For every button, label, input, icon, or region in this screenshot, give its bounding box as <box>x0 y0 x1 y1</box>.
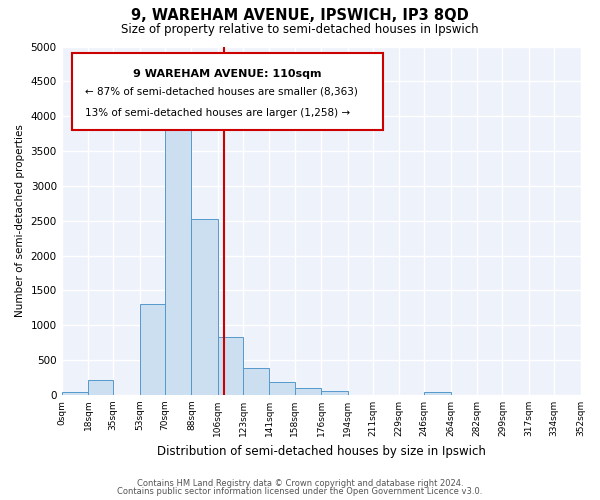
Text: 13% of semi-detached houses are larger (1,258) →: 13% of semi-detached houses are larger (… <box>85 108 350 118</box>
Bar <box>165 106 191 395</box>
Text: ← 87% of semi-detached houses are smaller (8,363): ← 87% of semi-detached houses are smalle… <box>85 87 358 97</box>
Text: Size of property relative to semi-detached houses in Ipswich: Size of property relative to semi-detach… <box>121 22 479 36</box>
Text: 9 WAREHAM AVENUE: 110sqm: 9 WAREHAM AVENUE: 110sqm <box>133 69 322 79</box>
Text: 9, WAREHAM AVENUE, IPSWICH, IP3 8QD: 9, WAREHAM AVENUE, IPSWICH, IP3 8QD <box>131 8 469 22</box>
Bar <box>62 392 88 395</box>
X-axis label: Distribution of semi-detached houses by size in Ipswich: Distribution of semi-detached houses by … <box>157 444 485 458</box>
Y-axis label: Number of semi-detached properties: Number of semi-detached properties <box>15 124 25 317</box>
Bar <box>218 337 243 395</box>
Bar <box>88 380 113 395</box>
Bar <box>140 304 165 395</box>
Text: Contains public sector information licensed under the Open Government Licence v3: Contains public sector information licen… <box>118 487 482 496</box>
Bar <box>191 218 218 395</box>
FancyBboxPatch shape <box>72 54 383 130</box>
Bar <box>321 390 347 395</box>
Text: Contains HM Land Registry data © Crown copyright and database right 2024.: Contains HM Land Registry data © Crown c… <box>137 478 463 488</box>
Bar <box>295 388 321 395</box>
Bar <box>269 382 295 395</box>
Bar <box>243 368 269 395</box>
Bar <box>424 392 451 395</box>
